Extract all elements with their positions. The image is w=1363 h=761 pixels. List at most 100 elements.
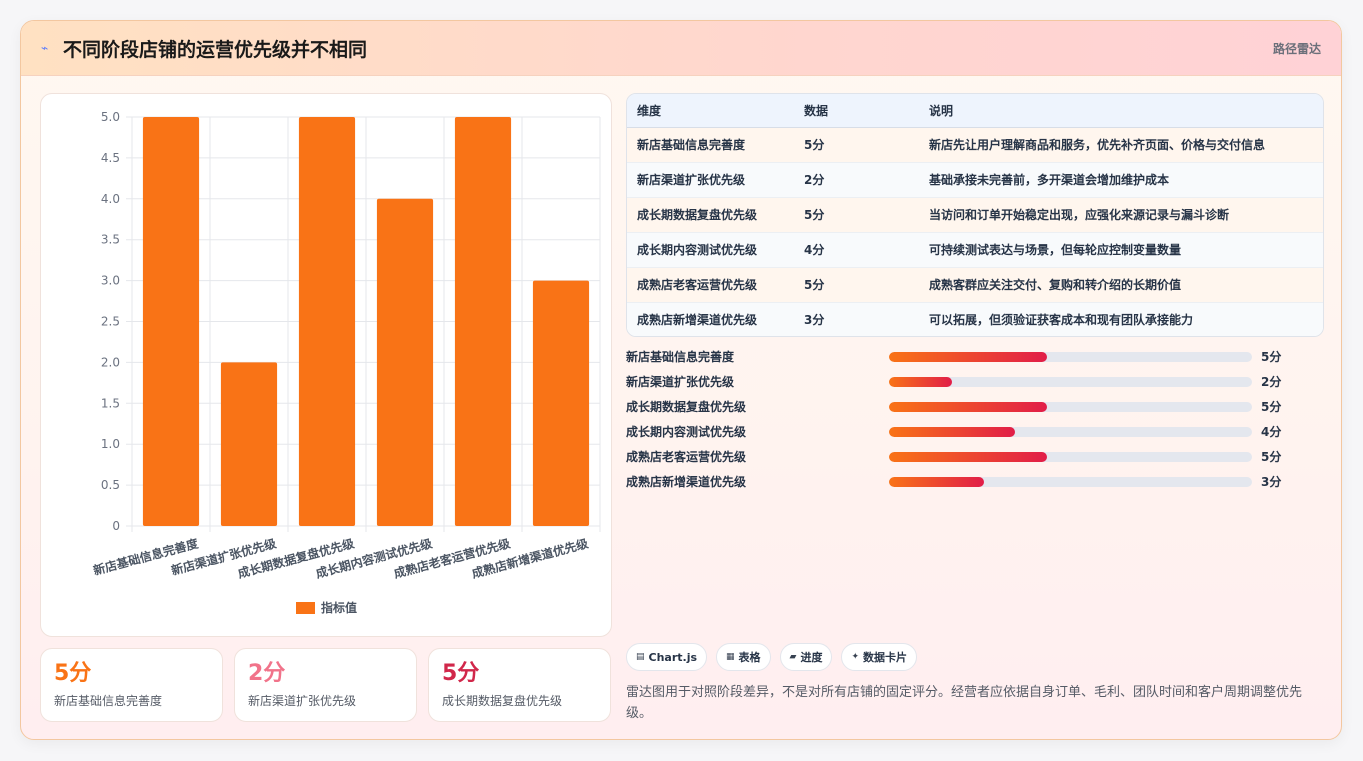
bar-chart-panel: 0 0.5 1.0 1.5 2.0 2.5 3.0 3.5 4.0 4.5 5.0 新店基础信息完善度…: [40, 93, 612, 637]
table-header-description: 说明: [919, 94, 1323, 128]
table-row: 成长期数据复盘优先级 5分 当访问和订单开始稳定出现，应强化来源记录与漏斗诊断: [627, 196, 1323, 232]
progress-value: 5分: [1261, 400, 1282, 414]
progress-label: 新店渠道扩张优先级: [626, 375, 735, 389]
table-cell-data: 2分: [794, 161, 919, 197]
progress-value: 2分: [1261, 375, 1282, 389]
table-cell-description: 可持续测试表达与场景，但每轮应控制变量数量: [919, 231, 1323, 267]
chip-chart-icon[interactable]: ▤ Chart.js: [626, 643, 708, 671]
y-tick-label: 1.0: [101, 437, 120, 451]
progress-label: 成长期内容测试优先级: [626, 425, 747, 439]
stat-label: 新店渠道扩张优先级: [248, 694, 357, 708]
data-table: 维度 数据 说明 新店基础信息完善度 5分 新店先让用户理解商品和服务，优先补齐页面…: [626, 93, 1324, 337]
card-header: ⌁ 不同阶段店铺的运营优先级并不相同 路径雷达: [21, 21, 1341, 76]
chip-label: Chart.js: [648, 650, 698, 664]
progress-label: 成熟店老客运营优先级: [626, 450, 747, 464]
header-badge: 路径雷达: [1272, 41, 1321, 56]
progress-row: 新店基础信息完善度 5分: [626, 348, 1324, 373]
table-row: 成长期内容测试优先级 4分 可持续测试表达与场景，但每轮应控制变量数量: [627, 231, 1323, 267]
bar: [298, 117, 356, 526]
table-header-data: 数据: [794, 94, 919, 128]
page-title: 不同阶段店铺的运营优先级并不相同: [63, 38, 368, 61]
y-tick-label: 3.5: [101, 233, 120, 247]
table-cell-data: 3分: [794, 301, 919, 336]
progress-icon: ▰: [789, 652, 797, 662]
progress-fill: [889, 427, 1016, 437]
progress-value: 3分: [1261, 475, 1282, 489]
table-cell-dimension: 成长期数据复盘优先级: [627, 196, 794, 232]
progress-row: 成长期内容测试优先级 4分: [626, 423, 1324, 448]
y-tick-label: 1.5: [101, 396, 120, 410]
progress-track: [889, 377, 1252, 387]
stat-card: 5分 新店基础信息完善度: [40, 648, 223, 722]
progress-value: 5分: [1261, 450, 1282, 464]
progress-row: 成熟店新增渠道优先级 3分: [626, 473, 1324, 498]
progress-fill: [889, 477, 984, 487]
table-cell-description: 新店先让用户理解商品和服务，优先补齐页面、价格与交付信息: [919, 126, 1323, 162]
progress-row: 成熟店老客运营优先级 5分: [626, 448, 1324, 473]
chip-table-icon[interactable]: ▦ 表格: [716, 643, 771, 671]
progress-fill: [889, 352, 1047, 362]
table-cell-dimension: 成长期内容测试优先级: [627, 231, 794, 267]
y-tick-label: 2.5: [101, 315, 120, 329]
stat-label: 新店基础信息完善度: [54, 694, 163, 708]
y-tick-label: 0: [112, 519, 120, 533]
bar: [376, 198, 434, 527]
table-cell-description: 可以拓展，但须验证获客成本和现有团队承接能力: [919, 301, 1323, 336]
y-tick-label: 3.0: [101, 274, 120, 288]
y-tick-label: 5.0: [101, 110, 120, 124]
table-cell-description: 成熟客群应关注交付、复购和转介绍的长期价值: [919, 266, 1323, 302]
table-cell-description: 当访问和订单开始稳定出现，应强化来源记录与漏斗诊断: [919, 196, 1323, 232]
table-row: 成熟店老客运营优先级 5分 成熟客群应关注交付、复购和转介绍的长期价值: [627, 266, 1323, 302]
chip-label: 表格: [738, 651, 761, 664]
chip-progress-icon[interactable]: ▰ 进度: [779, 643, 833, 671]
radar-icon: ⌁: [41, 41, 49, 55]
progress-row: 新店渠道扩张优先级 2分: [626, 373, 1324, 398]
stat-label: 成长期数据复盘优先级: [442, 694, 563, 708]
progress-fill: [889, 377, 953, 387]
stat-value: 5分: [442, 661, 480, 686]
legend-swatch: [296, 602, 315, 614]
bar: [142, 117, 200, 526]
table-row: 新店渠道扩张优先级 2分 基础承接未完善前，多开渠道会增加维护成本: [627, 161, 1323, 197]
bar: [220, 362, 278, 526]
chip-label: 进度: [800, 651, 823, 664]
table-cell-description: 基础承接未完善前，多开渠道会增加维护成本: [919, 161, 1323, 197]
progress-label: 成长期数据复盘优先级: [626, 400, 747, 414]
bar-chart: 00.51.01.52.02.53.03.54.04.55.0新店基础信息完善度…: [92, 110, 601, 615]
progress-track: [889, 402, 1252, 412]
table-row: 新店基础信息完善度 5分 新店先让用户理解商品和服务，优先补齐页面、价格与交付信息: [627, 126, 1323, 162]
chip-sparkle-icon[interactable]: ✦ 数据卡片: [841, 643, 918, 671]
table-cell-dimension: 成熟店老客运营优先级: [627, 266, 794, 302]
progress-fill: [889, 402, 1047, 412]
table-cell-data: 4分: [794, 231, 919, 267]
progress-value: 4分: [1261, 425, 1282, 439]
progress-label: 成熟店新增渠道优先级: [626, 475, 747, 489]
main-card: ⌁ 不同阶段店铺的运营优先级并不相同 路径雷达 0 0.5 1.0 1.5 2.0 2.5…: [20, 20, 1342, 740]
chart-icon: ▤: [636, 652, 645, 662]
bar: [454, 117, 512, 526]
table-cell-data: 5分: [794, 126, 919, 162]
progress-value: 5分: [1261, 350, 1282, 364]
legend-label: 指标值: [321, 600, 357, 615]
y-tick-label: 4.0: [101, 192, 120, 206]
y-tick-label: 2.0: [101, 355, 120, 369]
table-cell-dimension: 新店基础信息完善度: [627, 126, 794, 162]
progress-fill: [889, 452, 1047, 462]
feature-chips: ▤ Chart.js ▦ 表格 ▰ 进度 ✦ 数据卡片: [626, 643, 918, 671]
table-cell-data: 5分: [794, 196, 919, 232]
table-row: 成熟店新增渠道优先级 3分 可以拓展，但须验证获客成本和现有团队承接能力: [627, 301, 1323, 336]
table-icon: ▦: [726, 652, 735, 662]
sparkle-icon: ✦: [851, 652, 860, 662]
y-tick-label: 0.5: [101, 478, 120, 492]
progress-label: 新店基础信息完善度: [626, 350, 735, 364]
table-cell-dimension: 成熟店新增渠道优先级: [627, 301, 794, 336]
progress-track: [889, 452, 1252, 462]
progress-row: 成长期数据复盘优先级 5分: [626, 398, 1324, 423]
footnote: 雷达图用于对照阶段差异，不是对所有店铺的固定评分。经营者应依据自身订单、毛利、团…: [626, 685, 1303, 721]
stat-value: 2分: [248, 661, 286, 686]
table-cell-dimension: 新店渠道扩张优先级: [627, 161, 794, 197]
progress-list: 新店基础信息完善度 5分 新店渠道扩张优先级 2分 成长期数据复盘优先级 5分 成长期内容测…: [626, 348, 1324, 498]
progress-track: [889, 352, 1252, 362]
stat-card: 2分新店渠道扩张优先级: [234, 648, 417, 722]
table-header-dimension: 维度: [627, 94, 794, 128]
